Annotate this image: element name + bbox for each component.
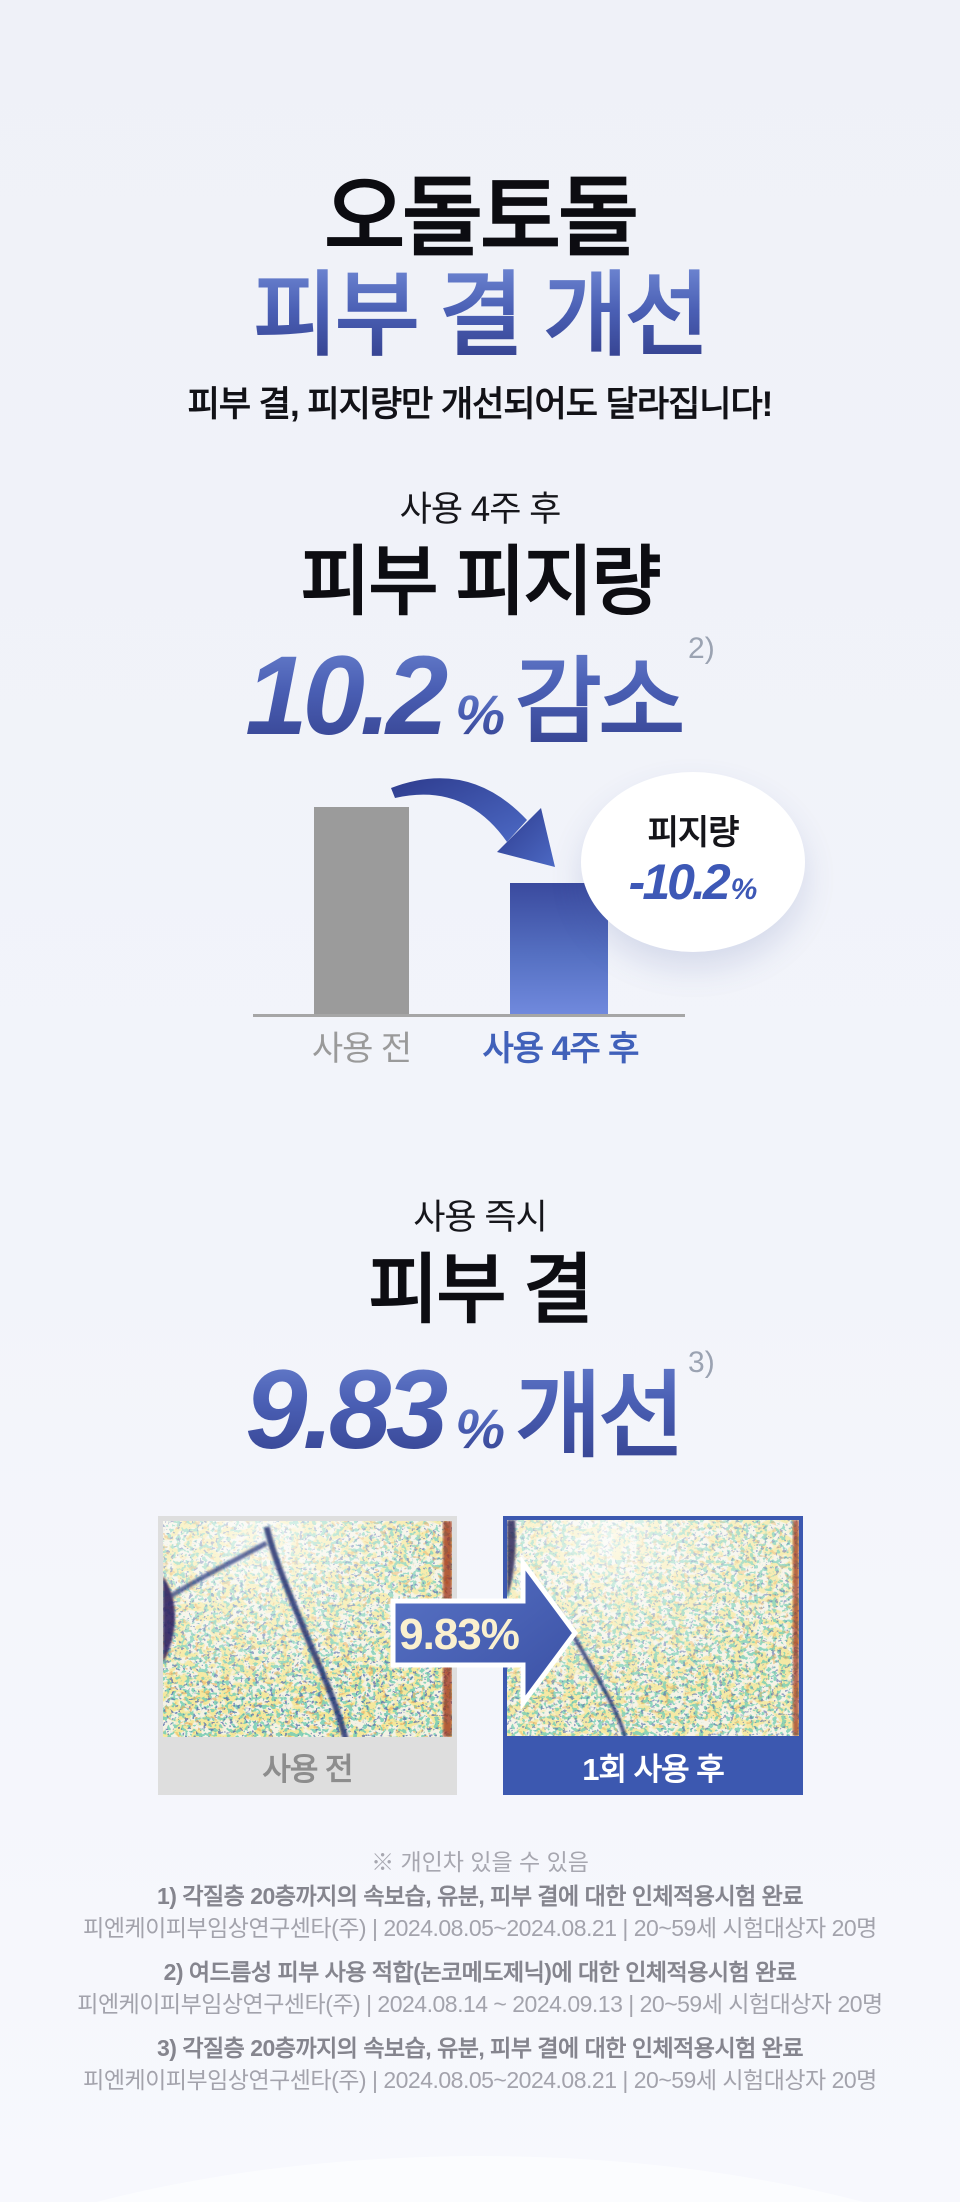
improvement-arrow: 9.83% bbox=[390, 1557, 579, 1709]
footnote-2-detail: 피엔케이피부임상연구센타(주) | 2024.08.14 ~ 2024.09.1… bbox=[77, 1991, 883, 2017]
badge-title: 피지량 bbox=[647, 814, 740, 852]
hero-title-line1: 오돌토돌 bbox=[324, 168, 639, 267]
after-card: 1회 사용 후 bbox=[503, 1516, 803, 1795]
before-label: 사용 전 bbox=[262, 1751, 353, 1787]
disclaimer-note: ※ 개인차 있을 수 있음 bbox=[371, 1849, 589, 1875]
bar-label-before: 사용 전 bbox=[311, 1030, 412, 1068]
bar-after-4-weeks bbox=[510, 883, 608, 1014]
improvement-arrow-value: 9.83% bbox=[399, 1610, 519, 1659]
hero-subtitle: 피부 결, 피지량만 개선되어도 달라집니다! bbox=[187, 385, 774, 424]
footnote-3-title: 3) 각질층 20층까지의 속보습, 유분, 피부 결에 대한 인체적용시험 완… bbox=[157, 2035, 804, 2061]
badge-value-row: -10.2 % bbox=[629, 853, 758, 911]
bottom-section-arc bbox=[0, 2156, 960, 2202]
texture-stat-value: 9.83 bbox=[245, 1345, 453, 1474]
hero-title-line2-text: 피부 결 개선 bbox=[253, 265, 709, 367]
footnote-ref-3: 3) bbox=[688, 1346, 715, 1379]
sebum-heading: 피부 피지량 bbox=[300, 540, 662, 625]
badge-percent-sign: % bbox=[730, 873, 758, 906]
footnote-ref-2: 2) bbox=[688, 632, 715, 665]
texture-heading: 피부 결 bbox=[368, 1248, 594, 1333]
sebum-stat-value: 10.2 bbox=[245, 631, 453, 760]
skin-texture-after-image bbox=[507, 1520, 799, 1736]
footnote-1-title: 1) 각질층 20층까지의 속보습, 유분, 피부 결에 대한 인체적용시험 완… bbox=[157, 1883, 804, 1909]
sebum-badge: 피지량 -10.2 % bbox=[581, 772, 805, 952]
sebum-stat-verb: 감소 bbox=[515, 626, 685, 762]
footnote-3-detail: 피엔케이피부임상연구센타(주) | 2024.08.05~2024.08.21 … bbox=[83, 2067, 877, 2093]
footnote-2-title: 2) 여드름성 피부 사용 적합(논코메도제닉)에 대한 인체적용시험 완료 bbox=[163, 1959, 797, 1985]
texture-stat: 9.83 % 개선 3) bbox=[0, 1340, 960, 1476]
percent-sign: % bbox=[455, 683, 506, 746]
decline-arrow-icon bbox=[391, 778, 555, 867]
bar-before-use bbox=[314, 807, 409, 1014]
hero-title-line2: 피부 결 개선 bbox=[0, 266, 960, 366]
texture-stat-verb: 개선 bbox=[515, 1340, 685, 1476]
footnote-1-detail: 피엔케이피부임상연구센타(주) | 2024.08.05~2024.08.21 … bbox=[83, 1915, 877, 1941]
texture-condition-label: 사용 즉시 bbox=[413, 1198, 548, 1237]
sebum-condition-label: 사용 4주 후 bbox=[399, 490, 562, 529]
chart-baseline bbox=[253, 1014, 685, 1017]
sebum-bar-chart: 사용 전 사용 4주 후 피지량 -10.2 % bbox=[230, 760, 805, 1090]
sebum-stat: 10.2 % 감소 2) bbox=[0, 626, 960, 762]
percent-sign: % bbox=[455, 1397, 506, 1460]
bar-label-after: 사용 4주 후 bbox=[482, 1030, 640, 1068]
badge-value: -10.2 bbox=[628, 854, 731, 910]
after-label: 1회 사용 후 bbox=[582, 1751, 725, 1787]
